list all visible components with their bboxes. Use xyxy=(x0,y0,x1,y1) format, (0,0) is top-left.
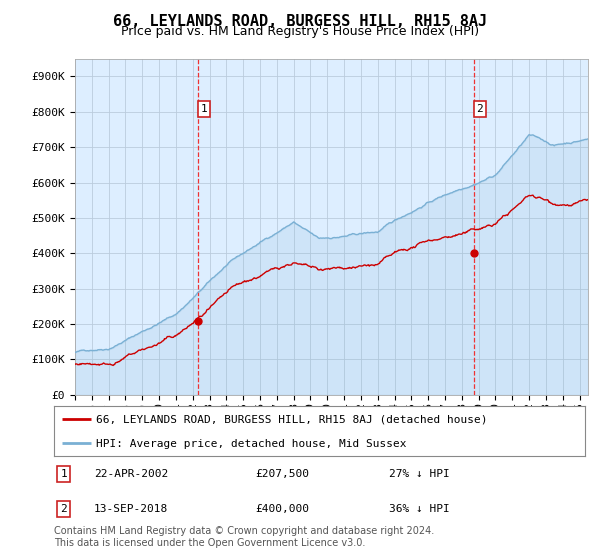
Text: 66, LEYLANDS ROAD, BURGESS HILL, RH15 8AJ (detached house): 66, LEYLANDS ROAD, BURGESS HILL, RH15 8A… xyxy=(97,414,488,424)
Text: 36% ↓ HPI: 36% ↓ HPI xyxy=(389,504,449,514)
Text: HPI: Average price, detached house, Mid Sussex: HPI: Average price, detached house, Mid … xyxy=(97,439,407,449)
Text: 1: 1 xyxy=(61,469,67,479)
Text: £400,000: £400,000 xyxy=(256,504,310,514)
Text: 1: 1 xyxy=(200,104,207,114)
Text: 2: 2 xyxy=(476,104,483,114)
Text: 2: 2 xyxy=(61,504,67,514)
Text: Price paid vs. HM Land Registry's House Price Index (HPI): Price paid vs. HM Land Registry's House … xyxy=(121,25,479,38)
Text: 66, LEYLANDS ROAD, BURGESS HILL, RH15 8AJ: 66, LEYLANDS ROAD, BURGESS HILL, RH15 8A… xyxy=(113,14,487,29)
Text: £207,500: £207,500 xyxy=(256,469,310,479)
Text: 13-SEP-2018: 13-SEP-2018 xyxy=(94,504,168,514)
Text: 22-APR-2002: 22-APR-2002 xyxy=(94,469,168,479)
Text: 27% ↓ HPI: 27% ↓ HPI xyxy=(389,469,449,479)
Text: Contains HM Land Registry data © Crown copyright and database right 2024.
This d: Contains HM Land Registry data © Crown c… xyxy=(54,526,434,548)
